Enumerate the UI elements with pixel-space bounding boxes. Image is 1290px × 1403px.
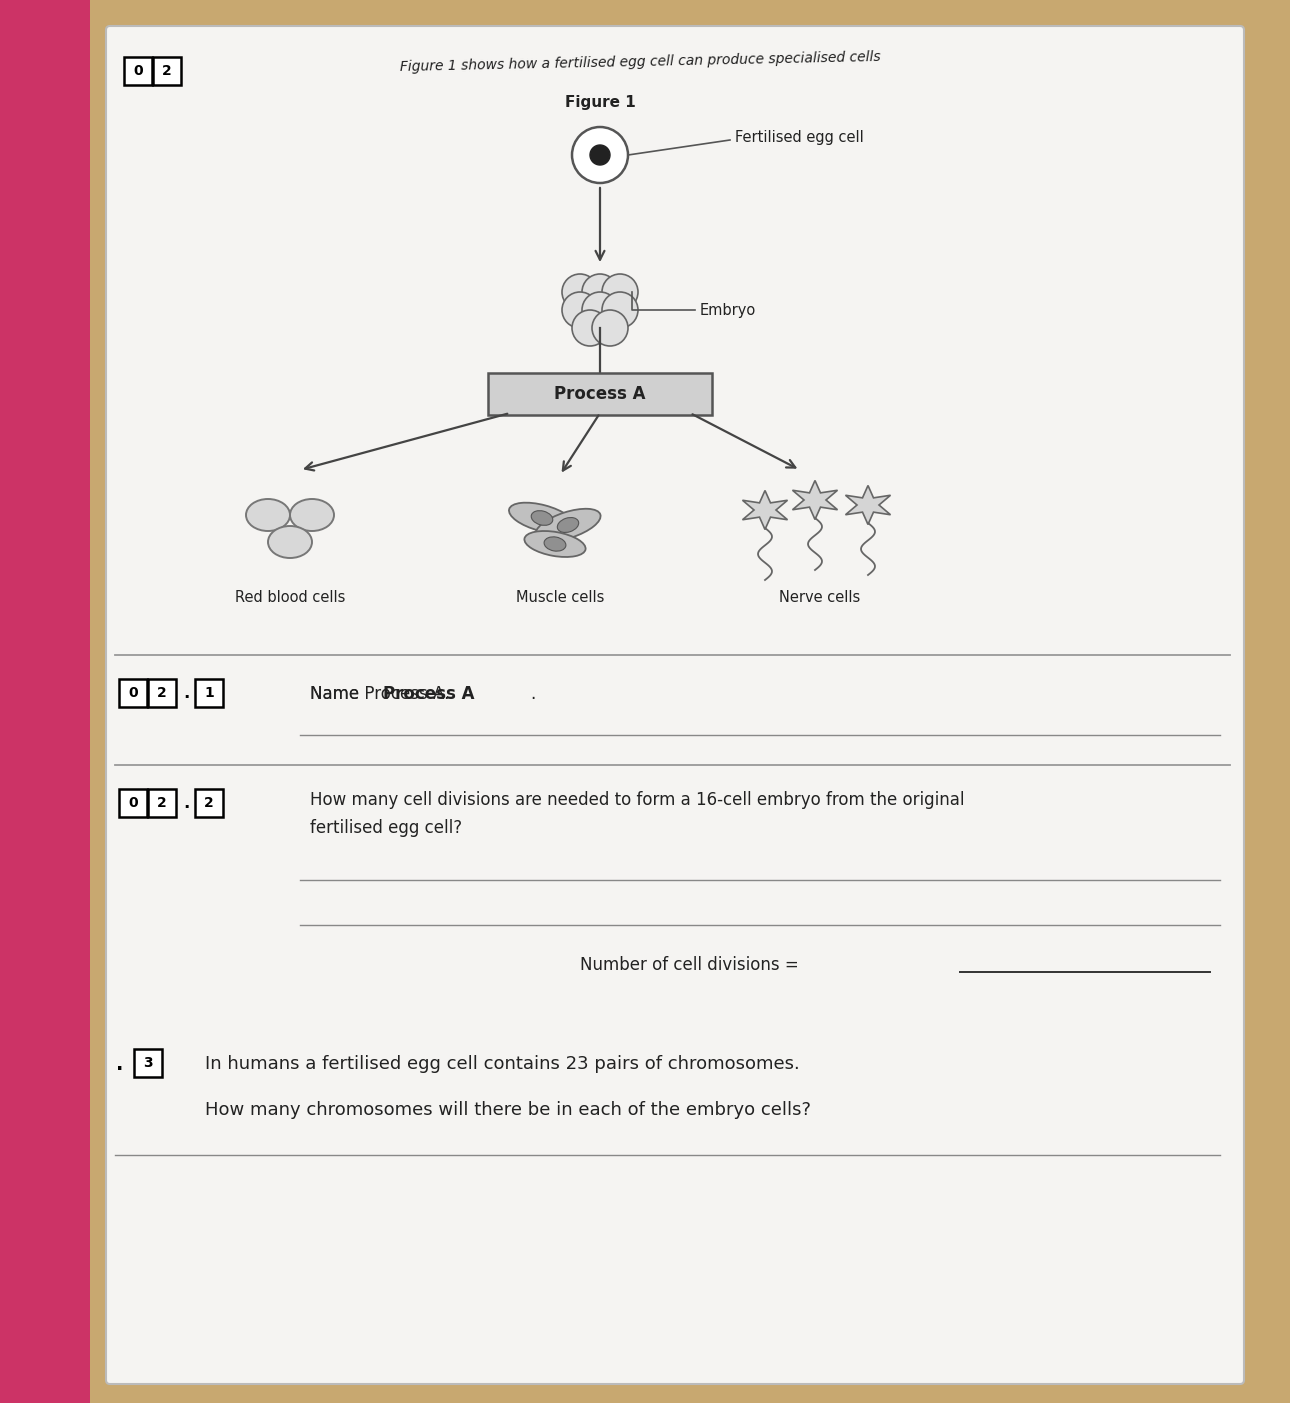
Circle shape	[582, 292, 618, 328]
Text: 0: 0	[128, 796, 138, 810]
Text: 2: 2	[157, 686, 166, 700]
Ellipse shape	[290, 499, 334, 530]
Text: fertilised egg cell?: fertilised egg cell?	[310, 819, 462, 838]
Circle shape	[571, 128, 628, 182]
Text: Process A: Process A	[383, 685, 475, 703]
Text: Process A: Process A	[555, 384, 646, 403]
Text: Figure 1: Figure 1	[565, 95, 636, 109]
Text: How many cell divisions are needed to form a 16-cell embryo from the original: How many cell divisions are needed to fo…	[310, 791, 965, 810]
Circle shape	[602, 292, 639, 328]
Text: .: .	[116, 1055, 124, 1073]
FancyBboxPatch shape	[124, 58, 152, 86]
Text: Name Process A.: Name Process A.	[310, 685, 449, 703]
FancyBboxPatch shape	[119, 788, 147, 817]
Ellipse shape	[525, 530, 586, 557]
Bar	[0, 0, 90, 1403]
Text: How many chromosomes will there be in each of the embryo cells?: How many chromosomes will there be in ea…	[205, 1101, 811, 1120]
Text: 2: 2	[204, 796, 214, 810]
FancyBboxPatch shape	[148, 788, 175, 817]
FancyBboxPatch shape	[134, 1049, 163, 1078]
Ellipse shape	[268, 526, 312, 558]
Circle shape	[590, 145, 610, 166]
Text: .: .	[530, 685, 535, 703]
Circle shape	[592, 310, 628, 347]
Ellipse shape	[544, 537, 566, 551]
Text: Fertilised egg cell: Fertilised egg cell	[735, 129, 864, 145]
Text: Embryo: Embryo	[700, 303, 756, 317]
Polygon shape	[743, 491, 787, 529]
FancyBboxPatch shape	[195, 679, 223, 707]
Ellipse shape	[557, 518, 579, 533]
Circle shape	[582, 274, 618, 310]
Ellipse shape	[246, 499, 290, 530]
Ellipse shape	[510, 502, 575, 533]
FancyBboxPatch shape	[148, 679, 175, 707]
Text: Figure 1 shows how a fertilised egg cell can produce specialised cells: Figure 1 shows how a fertilised egg cell…	[400, 51, 881, 74]
FancyBboxPatch shape	[154, 58, 181, 86]
Circle shape	[562, 292, 599, 328]
Text: 1: 1	[204, 686, 214, 700]
Text: Muscle cells: Muscle cells	[516, 591, 604, 605]
Circle shape	[602, 274, 639, 310]
Circle shape	[571, 310, 608, 347]
Polygon shape	[792, 480, 837, 519]
Ellipse shape	[531, 511, 553, 525]
Text: In humans a fertilised egg cell contains 23 pairs of chromosomes.: In humans a fertilised egg cell contains…	[205, 1055, 800, 1073]
Text: Nerve cells: Nerve cells	[779, 591, 860, 605]
FancyBboxPatch shape	[195, 788, 223, 817]
Text: 3: 3	[143, 1056, 152, 1070]
Text: 2: 2	[157, 796, 166, 810]
FancyBboxPatch shape	[488, 373, 712, 415]
Ellipse shape	[535, 509, 601, 542]
Text: 0: 0	[128, 686, 138, 700]
Text: Name: Name	[310, 685, 364, 703]
Circle shape	[562, 274, 599, 310]
Text: .: .	[183, 794, 190, 812]
Text: 0: 0	[133, 65, 143, 79]
Text: Number of cell divisions =: Number of cell divisions =	[580, 955, 799, 974]
Text: Red blood cells: Red blood cells	[235, 591, 346, 605]
Text: 2: 2	[163, 65, 172, 79]
Polygon shape	[845, 485, 890, 525]
Text: .: .	[183, 685, 190, 702]
FancyBboxPatch shape	[119, 679, 147, 707]
FancyBboxPatch shape	[106, 27, 1244, 1383]
